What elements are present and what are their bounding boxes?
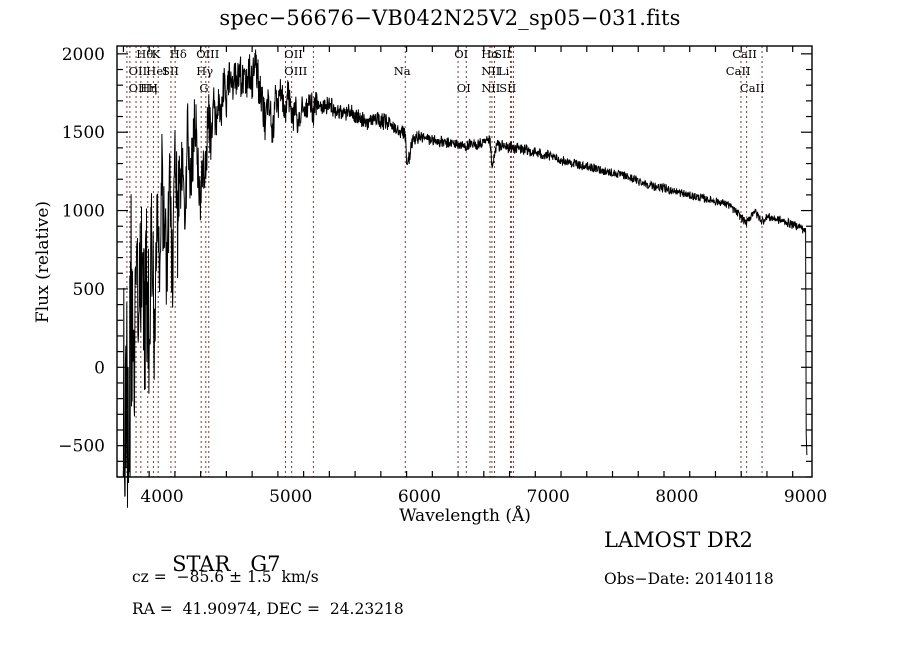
spectral-line-label: NII: [481, 64, 500, 78]
spectral-line-label: CaII: [740, 81, 765, 95]
redshift-velocity: cz = −85.6 ± 1.5 km/s: [132, 568, 319, 586]
spectral-class: G7: [250, 552, 281, 576]
spectral-line-label: OII: [129, 64, 148, 78]
flux-curve: [122, 49, 808, 508]
spectral-line-label: OI: [454, 47, 468, 61]
coordinates: RA = 41.90974, DEC = 24.23218: [132, 600, 404, 618]
survey-name: LAMOST DR2: [604, 528, 753, 552]
object-type: STAR: [172, 552, 231, 576]
spectrum-svg: 4000 5000 6000 7000 8000 90002000150010005000…: [33, 45, 827, 526]
spectral-line-label: Na: [394, 64, 411, 78]
spectral-line-label: OIII: [284, 64, 307, 78]
object-summary: STAR G7: [132, 528, 280, 600]
spectral-line-label: CaII: [732, 47, 757, 61]
x-axis-label: Wavelength (Å): [399, 505, 531, 526]
spectral-line-label: K: [152, 47, 161, 61]
spectral-line-label: Li: [498, 64, 510, 78]
spectral-line-label: OII: [129, 81, 148, 95]
spectral-line-markers: [126, 46, 763, 477]
axis-ticks: [117, 46, 812, 478]
y-tick-label: 1500: [62, 123, 105, 143]
page-title: spec−56676−VB042N25V2_sp05−031.fits: [219, 6, 681, 30]
y-tick-label: 1000: [62, 202, 105, 222]
y-tick-label: 0: [94, 358, 105, 378]
spectral-line-label: CaII: [726, 64, 751, 78]
spectrum-plot: 4000 5000 6000 7000 8000 9000 2000 1500 1000 500 0…: [33, 45, 827, 526]
y-axis-label: Flux (relative): [33, 201, 53, 323]
footer-info: STAR G7 LAMOST DR2 cz = −85.6 ± 1.5 km/s…: [0, 528, 900, 648]
observation-date: Obs−Date: 20140118: [604, 570, 774, 588]
spectral-line-label: Hθ: [136, 47, 153, 61]
spectral-line-label: G: [199, 81, 208, 95]
spectral-line-label: OIII: [196, 47, 219, 61]
y-tick-label: 2000: [62, 45, 105, 65]
x-tick-label: 9000: [784, 487, 827, 507]
x-tick-label: 8000: [655, 487, 698, 507]
spectral-line-label: HeI: [146, 64, 167, 78]
spectral-line-label: H: [148, 81, 158, 95]
spectral-line-label: SII: [162, 64, 179, 78]
y-tick-label: 500: [73, 280, 105, 300]
spectral-line-label: SII: [494, 47, 511, 61]
spectrum-trace: [122, 49, 808, 508]
y-tick-label: −500: [58, 437, 105, 457]
spectral-line-label: OII: [284, 47, 303, 61]
spectral-line-label: OI: [457, 81, 471, 95]
x-tick-label: 4000: [140, 487, 183, 507]
axis-tick-labels: 4000 5000 6000 7000 8000 90002000150010005000…: [58, 45, 827, 507]
spectral-line-label: Hδ: [170, 47, 187, 61]
spectral-line-label: Hγ: [196, 64, 213, 78]
x-tick-label: 7000: [527, 487, 570, 507]
spectral-line-label: NII: [481, 81, 500, 95]
x-tick-label: 5000: [269, 487, 312, 507]
spectral-line-label: SII: [499, 81, 516, 95]
spectral-line-label: Hη: [140, 81, 157, 95]
x-tick-label: 6000: [398, 487, 441, 507]
plot-frame: [116, 45, 813, 478]
plot-border: [116, 45, 813, 478]
spectral-line-label: Hα: [481, 47, 499, 61]
